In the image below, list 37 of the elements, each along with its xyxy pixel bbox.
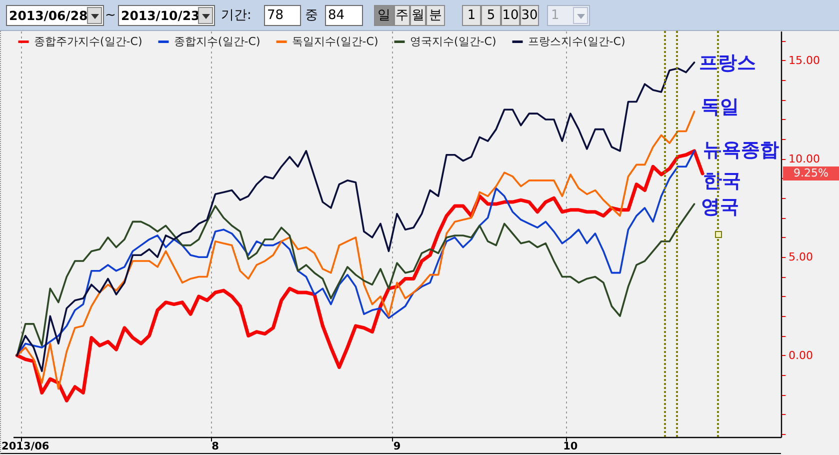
x-tick-label: 10 — [563, 440, 578, 452]
line-series — [16, 203, 696, 356]
y-tick-label: 15.00 — [788, 54, 820, 67]
y-tick-label: 0.00 — [788, 348, 813, 362]
annotation: 프랑스 — [699, 52, 756, 74]
text: 9.25% — [794, 166, 828, 180]
button: 30 — [520, 5, 539, 26]
toggle-button: 주 — [394, 5, 410, 26]
button: 10 — [501, 5, 520, 26]
x-tick-label: 9 — [393, 440, 401, 452]
button: 1 — [462, 5, 481, 26]
button: 5 — [481, 5, 501, 26]
date-field: 2013/10/23 — [118, 5, 215, 26]
annotation: 뉴욕종합 — [703, 139, 779, 161]
annotation: 영국 — [701, 196, 739, 218]
legend-label: 종합주가지수(일간-C) — [34, 34, 142, 48]
legend-label: 영국지수(일간-C) — [410, 34, 496, 48]
legend-label: 프랑스지수(일간-C) — [528, 34, 626, 48]
number-field: 78 — [264, 5, 301, 26]
y-tick-label: 5.00 — [788, 250, 813, 264]
dropdown-field: 1 — [547, 5, 590, 26]
toggle-button: 일 — [374, 5, 394, 26]
legend-label: 독일지수(일간-C) — [292, 34, 378, 48]
annotation: 독일 — [701, 96, 739, 118]
toggle-button: 분 — [426, 5, 445, 26]
y-tick-label: 10.00 — [788, 152, 820, 166]
line-series — [16, 110, 696, 390]
number-field: 84 — [325, 5, 363, 26]
text: 중 — [305, 8, 318, 23]
text: ~ — [105, 8, 116, 23]
line-series — [16, 62, 696, 372]
x-tick-label: 8 — [212, 440, 219, 452]
legend-label: 종합지수(일간-C) — [174, 34, 260, 48]
date-field: 2013/06/28 — [6, 5, 104, 26]
toggle-button: 월 — [410, 5, 426, 26]
x-tick-label: 2013/06 — [2, 440, 50, 452]
text: 기간: — [221, 8, 252, 23]
